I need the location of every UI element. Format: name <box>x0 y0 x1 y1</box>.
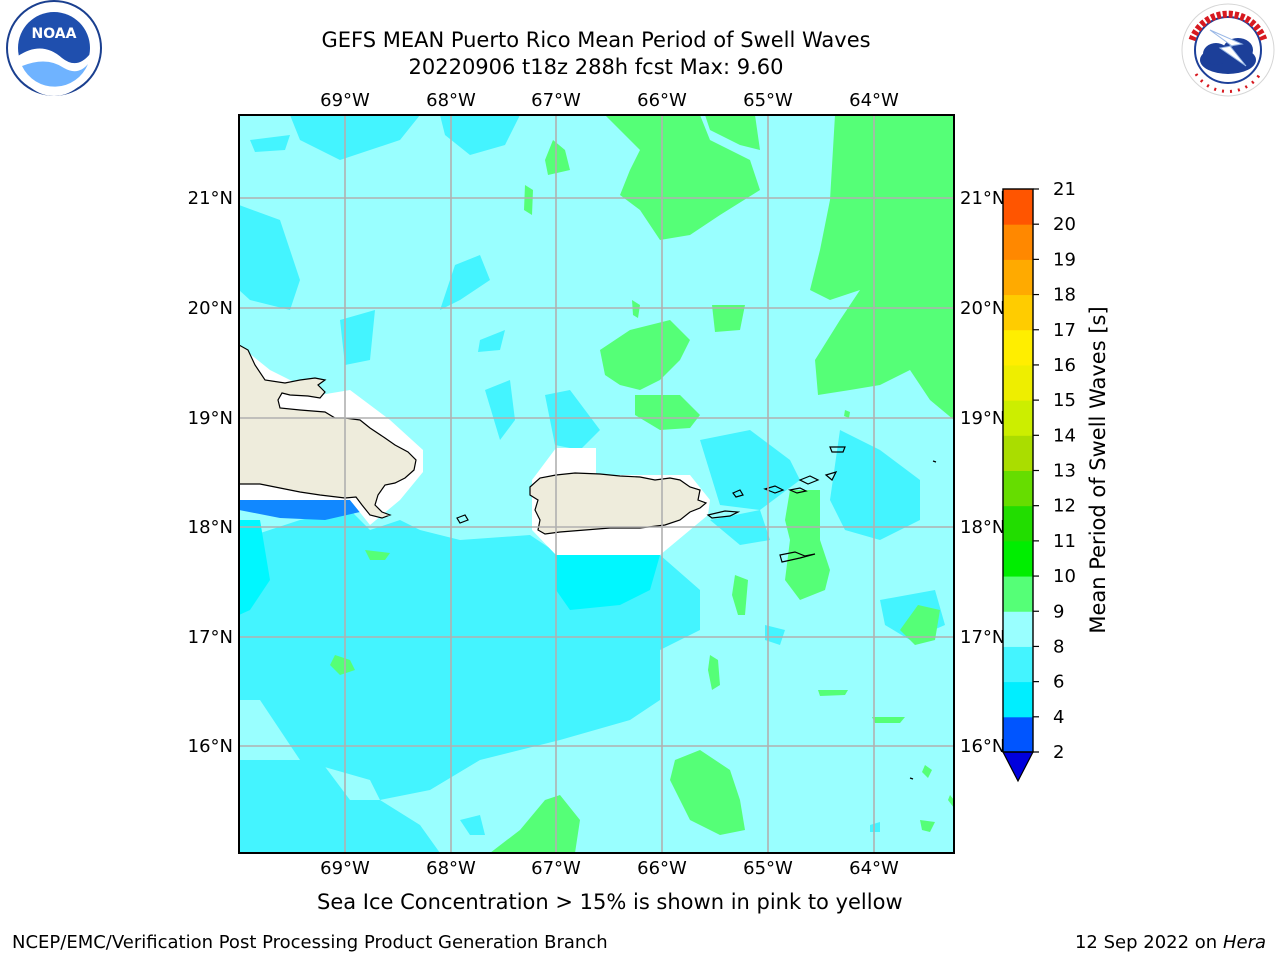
lat-label: 18°N <box>188 517 233 538</box>
lon-label: 67°W <box>531 858 581 879</box>
colorbar-band <box>1003 681 1033 718</box>
lon-labels-bottom: 69°W 68°W 67°W 66°W 65°W 64°W <box>320 858 899 879</box>
date-text: 12 Sep 2022 on <box>1074 932 1218 953</box>
hispaniola-land <box>239 344 417 519</box>
lon-label: 65°W <box>743 90 793 111</box>
colorbar-tick-label: 6 <box>1053 672 1064 693</box>
graticule <box>239 115 954 853</box>
colorbar: 2 4 6 8 9 10 11 12 13 14 15 16 17 18 19 20 21 Mean Perio… <box>1002 179 1110 783</box>
colorbar-band <box>1003 576 1033 612</box>
noaa-logo: NOAA <box>6 0 102 96</box>
colorbar-tick-label: 11 <box>1053 531 1076 552</box>
credit-line: NCEP/EMC/Verification Post Processing Pr… <box>12 932 608 953</box>
lat-labels-left: 21°N 20°N 19°N 18°N 17°N 16°N <box>188 188 233 757</box>
lat-label: 17°N <box>960 627 1005 648</box>
lat-label: 16°N <box>188 736 233 757</box>
date-line: 12 Sep 2022 on Hera <box>1075 932 1266 953</box>
colorbar-bands <box>1003 189 1033 753</box>
colorbar-tick-label: 4 <box>1053 707 1064 728</box>
colorbar-band <box>1003 505 1033 542</box>
colorbar-band <box>1003 259 1033 296</box>
colorbar-band <box>1003 329 1033 366</box>
colorbar-tick-label: 16 <box>1053 355 1076 376</box>
colorbar-tick-label: 13 <box>1053 461 1076 482</box>
colorbar-tick-label: 8 <box>1053 636 1064 657</box>
period-2-4-region <box>239 500 360 520</box>
lon-label: 69°W <box>320 858 370 879</box>
nws-logo <box>1181 3 1275 97</box>
colorbar-tick-label: 17 <box>1053 320 1076 341</box>
lat-label: 20°N <box>960 298 1005 319</box>
colorbar-tick-label: 15 <box>1053 390 1076 411</box>
lat-label: 19°N <box>960 408 1005 429</box>
lon-label: 68°W <box>426 90 476 111</box>
lat-labels-right: 21°N 20°N 19°N 18°N 17°N 16°N <box>960 188 1005 757</box>
host-name: Hera <box>1222 932 1266 953</box>
colorbar-band <box>1003 540 1033 577</box>
lon-label: 66°W <box>637 90 687 111</box>
swell-period-field <box>239 115 954 853</box>
colorbar-band <box>1003 470 1033 507</box>
colorbar-tick-label: 20 <box>1053 214 1076 235</box>
colorbar-tick-label: 9 <box>1053 601 1064 622</box>
colorbar-label: Mean Period of Swell Waves [s] <box>1086 306 1110 633</box>
colorbar-ticks: 2 4 6 8 9 10 11 12 13 14 15 16 17 18 19 20 21 <box>1033 179 1076 763</box>
chart-title: GEFS MEAN Puerto Rico Mean Period of Swe… <box>321 28 871 52</box>
colorbar-band <box>1003 435 1033 471</box>
colorbar-band <box>1003 716 1033 753</box>
lon-label: 69°W <box>320 90 370 111</box>
colorbar-band <box>1003 611 1033 647</box>
colorbar-band <box>1003 364 1033 401</box>
lat-label: 21°N <box>960 188 1005 209</box>
lon-label: 65°W <box>743 858 793 879</box>
colorbar-tick-label: 12 <box>1053 496 1076 517</box>
lat-label: 16°N <box>960 736 1005 757</box>
lon-labels-top: 69°W 68°W 67°W 66°W 65°W 64°W <box>320 90 899 111</box>
period-4-6-regions <box>239 520 660 615</box>
noaa-logo-text: NOAA <box>32 26 77 42</box>
colorbar-tick-label: 21 <box>1053 179 1076 200</box>
colorbar-tick-label: 18 <box>1053 285 1076 306</box>
lon-label: 66°W <box>637 858 687 879</box>
sea-ice-note: Sea Ice Concentration > 15% is shown in … <box>317 890 903 914</box>
colorbar-tick-label: 2 <box>1053 742 1064 763</box>
lat-label: 20°N <box>188 298 233 319</box>
lon-label: 64°W <box>849 90 899 111</box>
lon-label: 68°W <box>426 858 476 879</box>
map-frame <box>238 114 955 854</box>
colorbar-tick-label: 10 <box>1053 566 1076 587</box>
colorbar-band <box>1003 189 1033 225</box>
lon-label: 67°W <box>531 90 581 111</box>
lat-label: 18°N <box>960 517 1005 538</box>
lat-label: 17°N <box>188 627 233 648</box>
colorbar-band <box>1003 294 1033 331</box>
colorbar-tick-label: 14 <box>1053 425 1076 446</box>
chart-subtitle: 20220906 t18z 288h fcst Max: 9.60 <box>408 55 784 79</box>
colorbar-tick-label: 19 <box>1053 249 1076 270</box>
colorbar-band <box>1003 224 1033 260</box>
lat-label: 19°N <box>188 408 233 429</box>
small-islands <box>456 446 937 780</box>
colorbar-band <box>1003 400 1033 436</box>
colorbar-extend-min <box>1002 751 1034 783</box>
lat-label: 21°N <box>188 188 233 209</box>
lon-label: 64°W <box>849 858 899 879</box>
colorbar-band <box>1003 646 1033 683</box>
period-9-10-regions <box>330 115 954 853</box>
